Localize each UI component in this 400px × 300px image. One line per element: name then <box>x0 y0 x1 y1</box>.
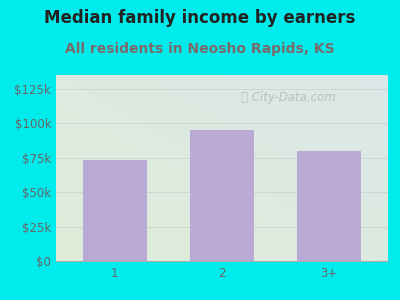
Text: All residents in Neosho Rapids, KS: All residents in Neosho Rapids, KS <box>65 42 335 56</box>
Bar <box>297 151 361 261</box>
Text: ⓘ City-Data.com: ⓘ City-Data.com <box>241 91 336 104</box>
Bar <box>190 130 254 261</box>
Bar <box>83 160 147 261</box>
Text: Median family income by earners: Median family income by earners <box>44 9 356 27</box>
